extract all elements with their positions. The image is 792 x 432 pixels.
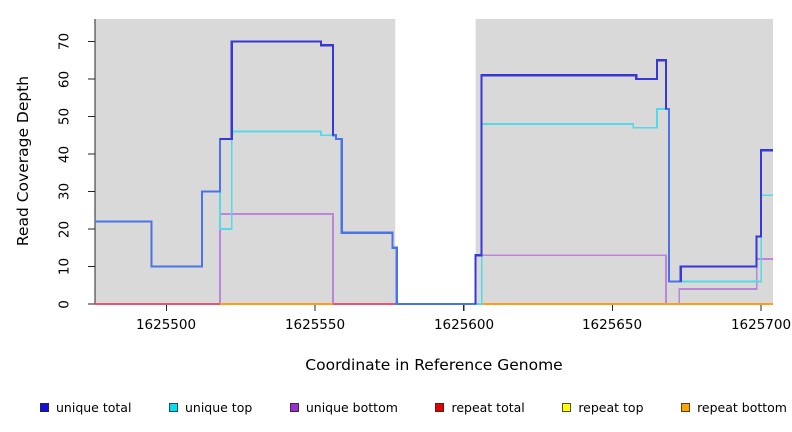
legend-label: repeat total [451,399,525,415]
legend-item-repeat-top: repeat top [562,399,644,415]
plot-covered-region [475,19,773,304]
x-axis-title: Coordinate in Reference Genome [305,356,563,374]
plot-covered-region [95,19,396,304]
legend-label: repeat top [578,399,644,415]
legend-swatch-repeat-total [435,402,445,412]
x-tick-label: 1625600 [433,317,495,333]
y-tick-label: 0 [56,300,73,309]
legend-item-unique-top: unique top [168,399,253,415]
legend-swatch-unique-total [40,402,49,412]
legend-label: unique total [56,399,132,415]
y-tick-label: 60 [56,70,73,89]
legend-swatch-unique-bottom [289,402,299,412]
legend-swatch-unique-top [168,402,178,412]
y-tick-label: 40 [56,145,73,164]
legend-swatch-repeat-top [562,402,572,412]
legend-item-repeat-bottom: repeat bottom [681,400,787,415]
legend-item-unique-bottom: unique bottom [289,399,398,415]
legend-label: repeat bottom [697,399,787,415]
y-axis-title: Read Coverage Depth [14,75,32,247]
x-tick-label: 1625650 [581,317,643,333]
legend-label: unique top [184,399,253,415]
legend-item-unique-total: unique total [40,400,131,415]
y-tick-label: 10 [56,257,73,276]
legend-item-repeat-total: repeat total [435,399,525,415]
x-tick-label: 1625700 [730,317,792,333]
y-tick-label: 30 [56,182,73,201]
series-line-unique-total-dark [679,149,773,282]
legend: unique total unique top unique bottom repea… [40,397,787,417]
legend-swatch-repeat-bottom [681,402,691,412]
x-tick-label: 1625550 [284,317,346,333]
series-line-unique-total-dark [219,40,334,141]
y-tick-label: 50 [56,107,73,126]
series-line-unique-total-dark [474,59,667,304]
y-tick-label: 20 [56,220,73,239]
legend-label: unique bottom [305,399,398,415]
x-tick-label: 1625500 [135,317,197,333]
y-tick-label: 70 [56,32,73,51]
